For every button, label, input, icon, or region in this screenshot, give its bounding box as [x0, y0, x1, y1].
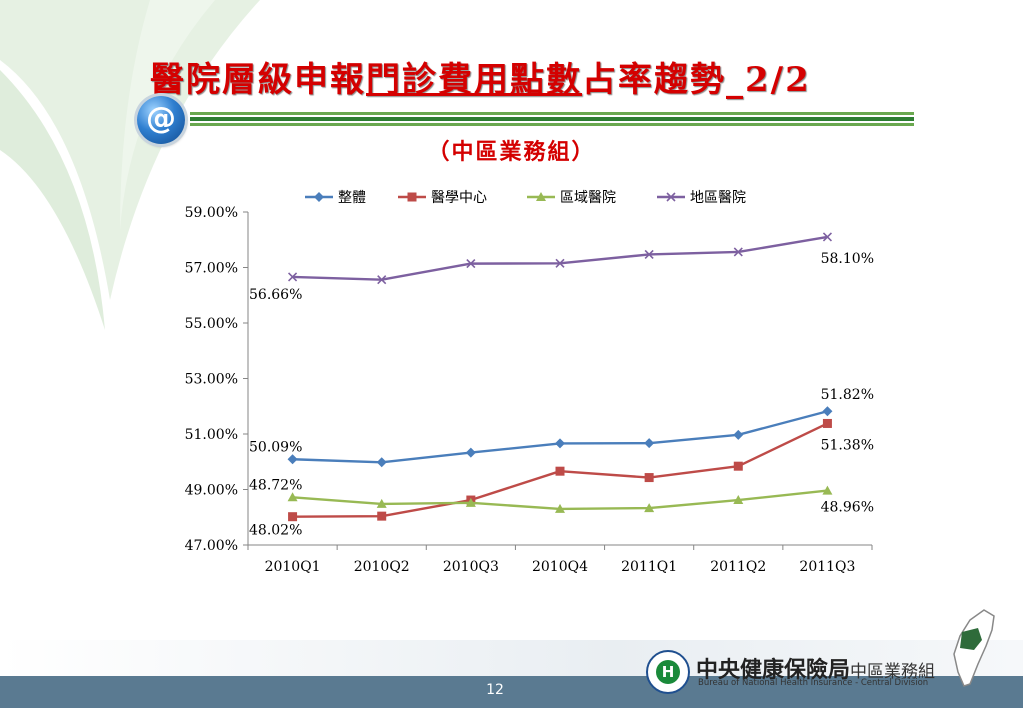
org-name-english: Bureau of National Health Insurance - Ce… [698, 678, 929, 688]
taiwan-map-icon [953, 609, 995, 687]
x-tick-label: 2011Q2 [710, 559, 766, 575]
marker-stroke [377, 275, 387, 285]
y-tick-label: 47.00% [185, 538, 238, 554]
x-tick-label: 2011Q1 [621, 559, 677, 575]
y-tick-label: 53.00% [185, 372, 238, 388]
data-point [555, 258, 565, 268]
data-point [733, 461, 743, 471]
legend-label: 地區醫院 [690, 190, 746, 206]
data-label: 48.72% [249, 477, 302, 493]
title-part-1: 醫院層級申報 [150, 60, 366, 100]
org-name-division: 中區業務組 [850, 662, 936, 682]
page-subtitle: （中區業務組） [427, 139, 596, 165]
legend-item-4: 地區醫院 [657, 190, 746, 206]
marker-stroke [666, 192, 676, 202]
y-tick-label: 51.00% [185, 427, 238, 443]
data-point [287, 454, 298, 465]
marker-stroke [288, 272, 298, 282]
legend-item-1: 整體 [305, 190, 366, 206]
x-tick-label: 2011Q3 [799, 559, 855, 575]
data-point [822, 232, 832, 242]
series-3 [287, 485, 833, 513]
legend-item-3: 區域醫院 [527, 190, 616, 206]
series-line [292, 235, 828, 281]
data-point [288, 512, 298, 522]
data-point [466, 259, 476, 269]
x-tick-label: 2010Q4 [532, 559, 588, 575]
marker-stroke [555, 258, 565, 268]
y-tick-label: 59.00% [185, 205, 238, 221]
x-tick-label: 2010Q1 [265, 559, 321, 575]
data-point [555, 466, 565, 476]
legend-marker [314, 192, 324, 202]
legend-item-2: 醫學中心 [398, 190, 487, 206]
marker-stroke [644, 249, 654, 260]
data-label: 56.66% [249, 287, 302, 303]
series-4 [288, 232, 832, 285]
legend-label: 區域醫院 [560, 190, 616, 206]
data-point [287, 492, 298, 502]
page-number: 12 [486, 682, 504, 698]
data-point [644, 249, 654, 260]
data-label: 48.02% [249, 523, 302, 539]
data-point [644, 438, 655, 449]
legend-marker [407, 192, 417, 202]
data-point [377, 275, 387, 285]
chart-series [287, 232, 833, 522]
y-tick-label: 55.00% [185, 316, 238, 332]
series-1 [287, 406, 833, 468]
data-point [377, 511, 387, 521]
data-point [822, 406, 833, 417]
chart-legend: 整體 醫學中心 區域醫院 地區醫院 [305, 190, 746, 206]
x-tick-label: 2010Q2 [354, 559, 410, 575]
marker-stroke [822, 232, 832, 242]
at-logo-icon: @ [137, 96, 185, 144]
marker-stroke [466, 259, 476, 269]
chart-data-labels: 50.09% 51.82% 48.02% 51.38% 48.72% 48.96% 56.6… [249, 251, 874, 539]
data-label: 48.96% [821, 500, 874, 516]
data-point [822, 485, 833, 495]
legend-label: 醫學中心 [431, 190, 487, 206]
title-part-2: 門診費用點數 [366, 60, 582, 100]
org-name: 中央健康保險局中區業務組 [696, 652, 935, 684]
data-point [644, 503, 655, 513]
data-point [555, 438, 565, 449]
data-point [733, 247, 743, 257]
data-label: 51.82% [821, 387, 874, 403]
title-part-3: 占率趨勢_2/2 [582, 60, 811, 100]
data-label: 50.09% [249, 439, 302, 455]
data-label: 51.38% [821, 437, 874, 453]
data-point [288, 272, 298, 282]
data-point [733, 495, 744, 505]
x-tick-label: 2010Q3 [443, 559, 499, 575]
y-tick-label: 49.00% [185, 483, 238, 499]
org-name-main: 中央健康保險局 [696, 658, 851, 683]
data-point [465, 447, 476, 458]
line-chart: 整體 醫學中心 區域醫院 地區醫院 47.00% 49.00% 51.00% 53.00% 5… [185, 190, 874, 575]
data-point [376, 498, 387, 508]
legend-marker [536, 192, 546, 201]
chart-axes: 47.00% 49.00% 51.00% 53.00% 55.00% 57.00% 59.0… [185, 205, 873, 575]
footer-bar [0, 676, 1023, 708]
data-point [376, 457, 387, 468]
page-title: 醫院層級申報門診費用點數占率趨勢_2/2 [150, 52, 811, 101]
y-tick-label: 57.00% [185, 261, 238, 277]
data-point [555, 503, 565, 513]
data-point [822, 418, 832, 428]
data-point [644, 473, 654, 483]
legend-marker [666, 192, 676, 202]
title-rule [190, 112, 914, 128]
marker-stroke [733, 247, 743, 257]
series-line [292, 410, 828, 464]
data-point [733, 429, 744, 440]
org-seal-icon: H [646, 650, 690, 694]
footer-band [0, 640, 1023, 676]
legend-label: 整體 [338, 190, 366, 206]
data-label: 58.10% [821, 251, 874, 267]
data-point [465, 497, 476, 507]
